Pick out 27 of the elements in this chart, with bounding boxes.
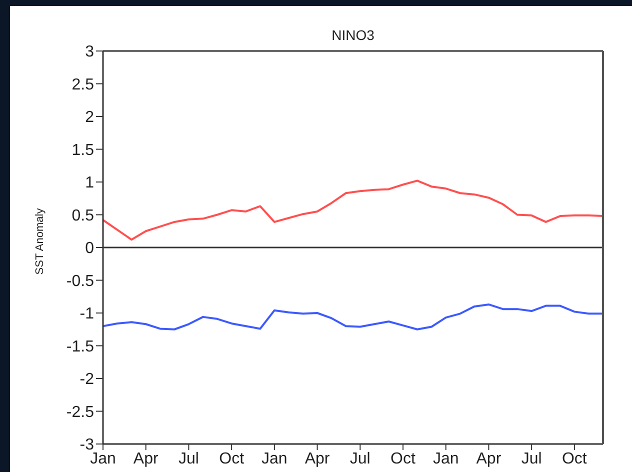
y-axis-title: SST Anomaly: [34, 208, 46, 275]
y-tick-label: 1.5: [72, 142, 94, 159]
x-tick-label: Oct: [390, 450, 416, 468]
line-series: [103, 180, 603, 241]
x-tick-label: Apr: [476, 450, 502, 468]
x-tick-label: Oct: [219, 450, 245, 468]
y-tick-label: -2.5: [66, 404, 94, 421]
chart-title: NINO3: [330, 26, 376, 44]
x-tick-label: Apr: [133, 450, 159, 468]
y-tick-label: -1: [80, 306, 94, 323]
x-tick-label: Jan: [432, 450, 459, 468]
y-tick-label: 3: [85, 44, 94, 61]
x-tick-label: Jul: [521, 450, 542, 468]
x-tick-label: Jul: [178, 450, 199, 468]
x-tick-label: Apr: [304, 450, 330, 468]
y-tick-label: -0.5: [66, 272, 94, 290]
y-tick-label: 0.5: [72, 207, 94, 224]
y-tick-label: 2.5: [72, 76, 94, 94]
y-tick-label: 2: [85, 109, 94, 126]
y-tick-label: -2: [80, 371, 94, 388]
y-tick-label: 0: [85, 240, 94, 258]
y-tick-label: 1: [85, 174, 94, 192]
y-tick-label: -1.5: [66, 338, 94, 356]
x-tick-label: Jan: [262, 450, 288, 468]
x-tick-label: Oct: [562, 450, 588, 468]
x-tick-label: Jul: [350, 450, 370, 468]
line-series: [103, 303, 603, 330]
